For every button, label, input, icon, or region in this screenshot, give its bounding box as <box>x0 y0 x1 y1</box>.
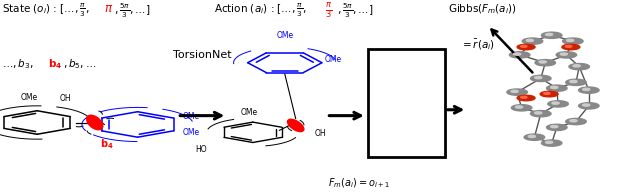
Circle shape <box>535 60 556 66</box>
Circle shape <box>534 112 542 114</box>
Circle shape <box>545 141 553 143</box>
Text: $\mathrm{Gibbs}(F_m(a_i))$: $\mathrm{Gibbs}(F_m(a_i))$ <box>448 2 516 15</box>
Circle shape <box>531 111 551 117</box>
Circle shape <box>509 52 530 58</box>
Text: $\frac{\pi}{3}$: $\frac{\pi}{3}$ <box>325 2 332 21</box>
Circle shape <box>569 64 589 70</box>
Circle shape <box>582 104 590 106</box>
Circle shape <box>544 93 550 94</box>
Text: Field: Field <box>393 91 420 104</box>
Circle shape <box>513 53 521 55</box>
Text: TorsionNet: TorsionNet <box>173 50 232 60</box>
Text: OH: OH <box>315 129 326 138</box>
Circle shape <box>562 44 580 50</box>
Circle shape <box>511 90 518 93</box>
Circle shape <box>566 118 586 125</box>
Ellipse shape <box>86 115 103 130</box>
Text: OMe: OMe <box>21 93 38 102</box>
Circle shape <box>541 32 562 38</box>
Text: Action $(a_i)$ : $[\ldots,\frac{\pi}{3},$: Action $(a_i)$ : $[\ldots,\frac{\pi}{3},… <box>214 2 307 19</box>
Text: State $(o_i)$ : $[\ldots,\frac{\pi}{3},$: State $(o_i)$ : $[\ldots,\frac{\pi}{3},$ <box>2 2 90 19</box>
Text: $\ldots, b_3,$: $\ldots, b_3,$ <box>2 57 33 71</box>
Text: $\pi$: $\pi$ <box>104 2 113 15</box>
Circle shape <box>570 120 577 122</box>
Text: OMe: OMe <box>325 55 342 64</box>
Circle shape <box>547 85 567 91</box>
Circle shape <box>556 52 577 58</box>
Circle shape <box>521 45 527 47</box>
Circle shape <box>515 106 523 108</box>
Text: OMe: OMe <box>276 31 293 40</box>
Text: Force: Force <box>390 73 422 86</box>
Circle shape <box>524 134 545 140</box>
Text: OMe: OMe <box>241 108 258 117</box>
Circle shape <box>522 38 543 44</box>
Circle shape <box>566 79 586 85</box>
Circle shape <box>517 95 535 101</box>
Circle shape <box>582 88 590 91</box>
Text: $,\frac{5\pi}{3},\ldots]$: $,\frac{5\pi}{3},\ldots]$ <box>114 2 150 20</box>
Text: HO: HO <box>195 145 207 154</box>
Circle shape <box>531 75 551 82</box>
Text: $\mathbf{b_4}$: $\mathbf{b_4}$ <box>48 57 62 71</box>
Circle shape <box>548 101 568 107</box>
Text: $\mathbf{b_4}$: $\mathbf{b_4}$ <box>100 137 113 151</box>
Circle shape <box>517 44 535 50</box>
Text: $F_m(a_i) = o_{i+1}$: $F_m(a_i) = o_{i+1}$ <box>328 176 390 190</box>
Circle shape <box>540 91 558 97</box>
Circle shape <box>521 96 527 98</box>
Circle shape <box>534 76 542 79</box>
Circle shape <box>541 140 562 146</box>
Text: $,b_5,\ldots$: $,b_5,\ldots$ <box>63 57 96 71</box>
Circle shape <box>528 135 536 138</box>
Circle shape <box>526 39 534 42</box>
Circle shape <box>552 102 559 104</box>
Text: OH: OH <box>60 94 71 103</box>
Text: $= \bar{r}(a_i)$: $= \bar{r}(a_i)$ <box>460 37 494 52</box>
Circle shape <box>545 33 553 36</box>
Circle shape <box>550 86 558 89</box>
Text: $,\frac{5\pi}{3},\ldots]$: $,\frac{5\pi}{3},\ldots]$ <box>337 2 374 20</box>
Circle shape <box>566 45 572 47</box>
Ellipse shape <box>287 119 304 132</box>
FancyBboxPatch shape <box>368 49 445 157</box>
Circle shape <box>550 125 558 128</box>
Text: OMe: OMe <box>182 112 200 121</box>
Circle shape <box>547 124 567 131</box>
Circle shape <box>573 65 580 67</box>
Circle shape <box>579 87 599 93</box>
Circle shape <box>566 39 574 42</box>
Circle shape <box>579 103 599 109</box>
Text: OMe: OMe <box>182 128 200 137</box>
Circle shape <box>570 80 577 83</box>
Text: $F_m$: $F_m$ <box>398 119 415 134</box>
Circle shape <box>507 89 527 95</box>
Circle shape <box>511 105 532 111</box>
Circle shape <box>563 38 583 44</box>
Circle shape <box>539 61 547 63</box>
Circle shape <box>560 53 568 55</box>
